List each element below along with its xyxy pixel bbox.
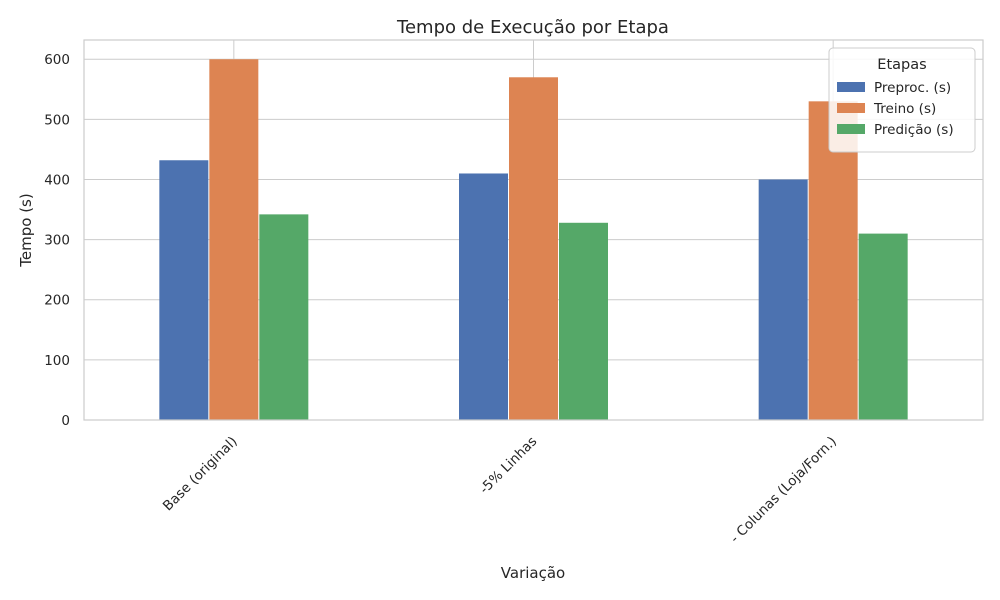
x-tick-label: - Colunas (Loja/Forn.) [727,434,840,547]
y-tick-label: 200 [44,293,70,309]
bar [808,101,858,421]
legend-entry: Predição (s) [874,122,954,138]
y-tick-label: 600 [44,52,70,68]
legend-entry: Treino (s) [873,101,936,117]
y-tick-label: 300 [44,233,70,249]
y-tick-label: 400 [44,172,70,188]
x-axis-label: Variação [501,564,565,582]
y-ticks: 0 100 200 300 400 500 600 [44,52,70,429]
legend-swatch [837,124,865,134]
legend-title: Etapas [877,57,926,73]
bar [509,77,558,421]
bar [259,214,309,420]
bars [159,59,908,421]
bar [209,59,259,420]
x-tick-label: -5% Linhas [476,434,540,498]
bar [559,222,608,420]
legend-swatch [837,103,865,113]
y-tick-label: 0 [61,413,70,429]
x-ticks: Base (original) -5% Linhas - Colunas (Loja… [160,434,840,547]
x-tick-label: Base (original) [160,434,241,515]
plot-frame [83,39,984,421]
bar [758,179,808,420]
legend-box [828,47,976,153]
bar [858,233,908,420]
y-axis-label: Tempo (s) [17,193,35,267]
legend: Etapas Preproc. (s) Treino (s) Predição (s) [828,47,976,153]
chart-title: Tempo de Execução por Etapa [396,17,669,38]
y-tick-label: 100 [44,353,70,369]
y-tick-label: 500 [44,112,70,128]
legend-entry: Preproc. (s) [874,80,951,96]
bar [159,160,209,420]
legend-swatch [837,82,865,92]
bar [459,173,508,420]
